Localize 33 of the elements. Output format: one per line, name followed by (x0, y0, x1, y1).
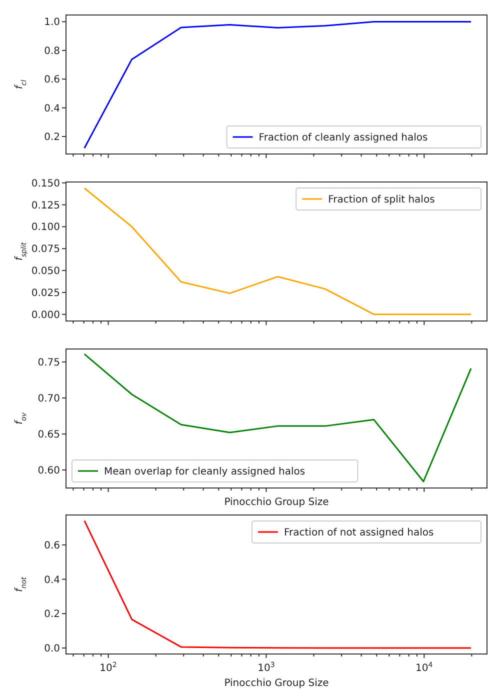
line-series (84, 520, 472, 649)
line-series (84, 187, 472, 316)
y-tick-label: 0.050 (31, 266, 60, 278)
legend-label: Mean overlap for cleanly assigned halos (104, 466, 306, 478)
y-tick-label: 0.6 (44, 74, 60, 86)
x-axis-title: Pinocchio Group Size (224, 497, 329, 508)
y-tick-label: 0.125 (31, 200, 60, 212)
y-tick-label: 0.4 (44, 103, 60, 114)
y-tick-label: 0.65 (38, 429, 60, 440)
x-tick-label: 10$^{3}$ (258, 661, 275, 674)
y-tick-label: 0.6 (44, 540, 60, 552)
y-tick-label: 0.025 (31, 288, 60, 299)
y-tick-label: 0.75 (38, 357, 60, 368)
legend-label: Fraction of cleanly assigned halos (258, 132, 428, 144)
x-tick-label: 10$^{4}$ (416, 661, 434, 674)
line-series (84, 20, 472, 149)
y-tick-label: 0.4 (44, 574, 60, 586)
y-tick-label: 0.2 (44, 132, 60, 143)
y-tick-label: 0.2 (44, 609, 60, 620)
y-tick-label: 0.70 (38, 393, 60, 404)
y-tick-label: 0.075 (31, 244, 60, 256)
legend-label: Fraction of not assigned halos (284, 528, 434, 538)
legend-label: Fraction of split halos (328, 194, 435, 206)
y-tick-label: 0.0 (44, 643, 60, 654)
x-axis-title: Pinocchio Group Size (224, 678, 329, 689)
line-series (84, 353, 472, 482)
y-tick-label: 0.100 (31, 222, 60, 234)
x-tick-label: 10$^{2}$ (100, 661, 117, 674)
y-tick-label: 0.60 (38, 465, 60, 476)
y-tick-label: 1.0 (44, 17, 60, 28)
y-tick-label: 0.150 (31, 178, 60, 190)
y-tick-label: 0.000 (31, 310, 60, 321)
y-tick-label: 0.8 (44, 46, 60, 57)
